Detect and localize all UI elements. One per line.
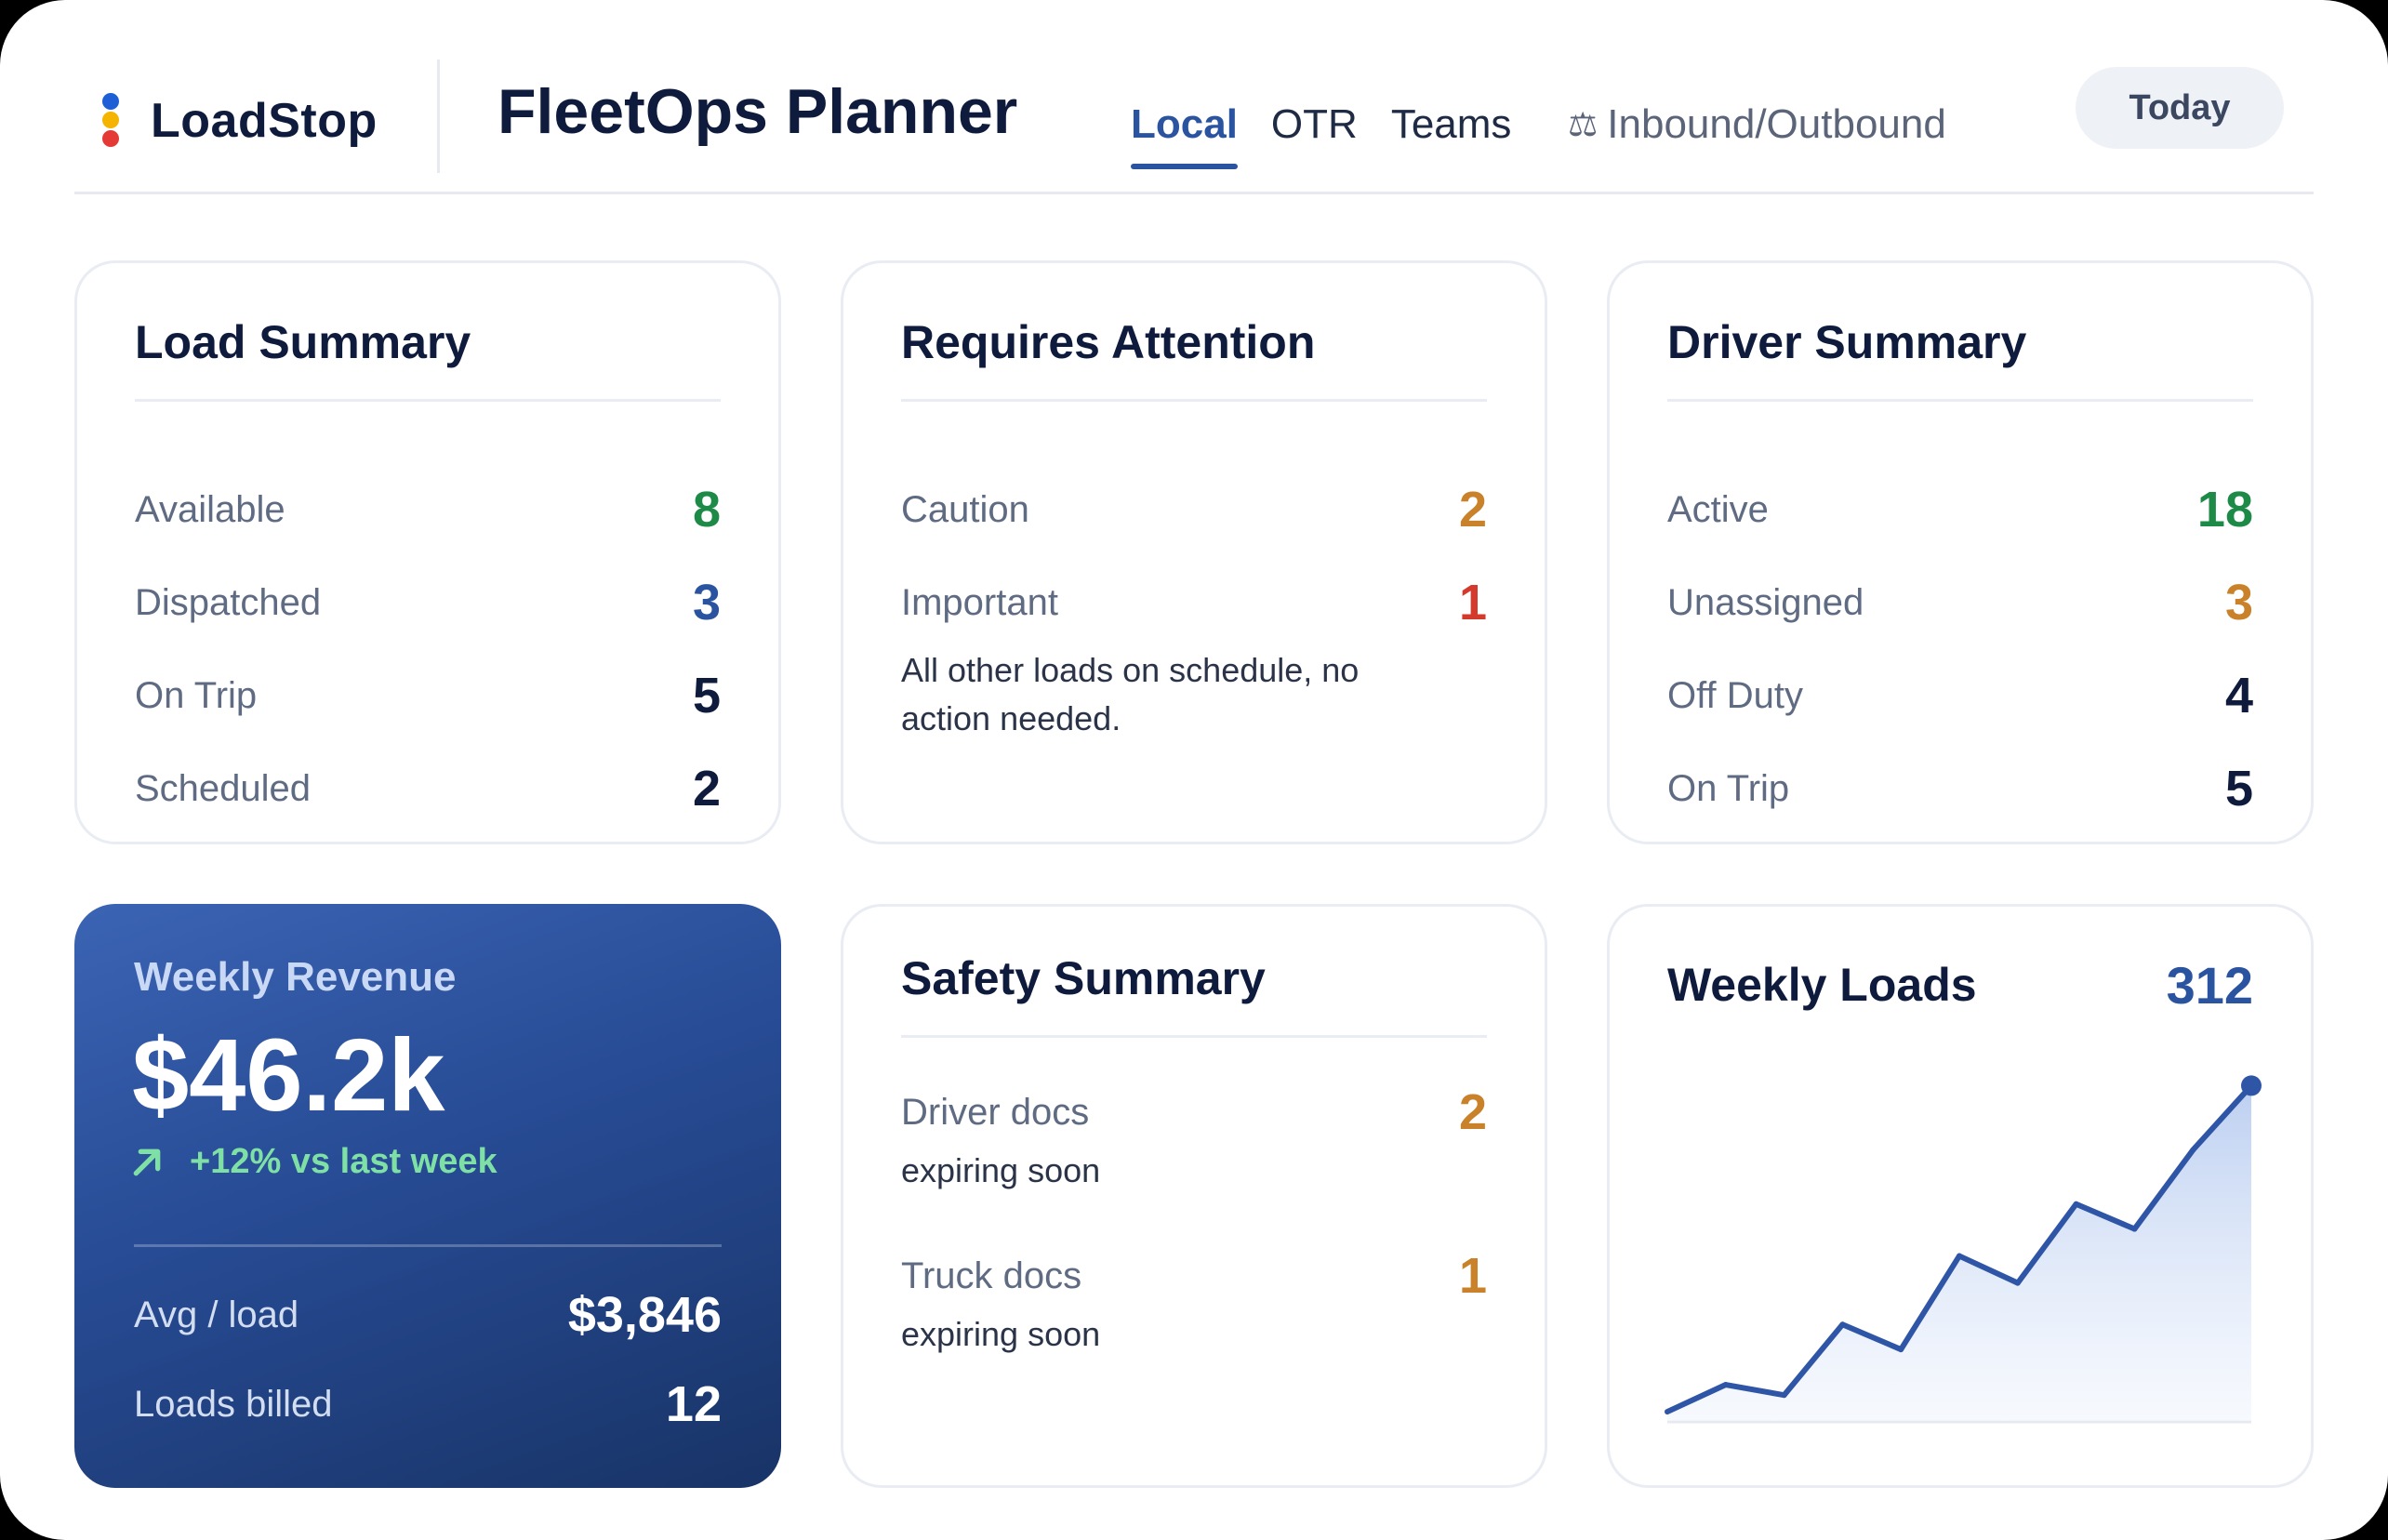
stat-row-driver-on-trip[interactable]: On Trip 5 [1667,751,2253,826]
driver-summary-card: Driver Summary Active 18 Unassigned 3 Of… [1607,260,2314,844]
stat-row-important[interactable]: Important 1 [901,565,1487,640]
stat-value: 1 [1458,575,1487,631]
stat-value: 2 [692,761,721,816]
weekly-loads-chart [1665,1075,2262,1424]
header-divider [437,60,440,173]
load-summary-card: Load Summary Available 8 Dispatched 3 On… [74,260,781,844]
chart-line-segment [1839,1321,1904,1353]
stat-label: Loads billed [134,1383,333,1425]
chart-line-segment [1781,1321,1846,1399]
tab-inbound-outbound[interactable]: ⚖ Inbound/Outbound [1568,78,1946,171]
stat-label: Truck docs [901,1255,1082,1296]
chart-line-segment [2190,1082,2254,1153]
stat-value: 1 [1458,1248,1487,1304]
card-divider [901,1035,1487,1038]
scale-icon: ⚖ [1568,105,1599,143]
status-note: All other loads on schedule, no action n… [901,651,1360,737]
chart-line-segment [2073,1201,2138,1232]
card-divider [134,1244,722,1247]
card-divider [135,399,721,402]
chart-line-segment [2014,1201,2079,1286]
stat-row-unassigned[interactable]: Unassigned 3 [1667,565,2253,640]
stat-value: 5 [2224,761,2253,816]
weekly-loads-card: Weekly Loads 312 [1607,904,2314,1488]
card-title: Driver Summary [1667,316,2027,368]
card-title: Weekly Loads [1667,959,1977,1011]
safety-item-driver-docs[interactable]: Driver docs 2 expiring soon [901,1080,1487,1197]
header: LoadStop FleetOps Planner Local OTR Team… [74,37,2314,193]
stat-row-caution[interactable]: Caution 2 [901,472,1487,547]
card-title: Safety Summary [901,952,1266,1004]
stat-row-avg-load[interactable]: Avg / load $3,846 [134,1278,722,1352]
stat-value: 2 [1458,482,1487,538]
stat-row-scheduled[interactable]: Scheduled 2 [135,751,721,826]
brand-name: LoadStop [151,94,378,148]
header-divider-line [74,192,2314,194]
view-tabs: Local OTR Teams [1131,78,1545,171]
stat-value: 8 [692,482,721,538]
stat-row-on-trip[interactable]: On Trip 5 [135,658,721,733]
revenue-amount: $46.2k [132,1018,445,1133]
stat-row-active[interactable]: Active 18 [1667,472,2253,547]
stat-label: Available [135,488,285,530]
chart-line-segment [1665,1382,1729,1415]
stat-sublabel: expiring soon [901,1151,1101,1189]
stat-label: Dispatched [135,581,322,623]
card-divider [1667,399,2253,402]
card-title: Load Summary [135,316,471,368]
tab-local[interactable]: Local [1131,97,1238,169]
chart-total: 312 [2166,955,2253,1015]
stat-label: Unassigned [1667,581,1864,623]
stat-value: $3,846 [567,1287,722,1343]
stat-row-loads-billed[interactable]: Loads billed 12 [134,1367,722,1441]
brand-logo[interactable]: LoadStop [102,74,378,167]
stat-value: 18 [2196,482,2253,538]
card-title: Requires Attention [901,316,1316,368]
requires-attention-card: Requires Attention Caution 2 Important 1… [841,260,1547,844]
stat-label: On Trip [135,674,258,716]
weekly-revenue-card: Weekly Revenue $46.2k +12% vs last week … [74,904,781,1488]
tab-teams[interactable]: Teams [1390,101,1512,147]
chart-latest-point[interactable] [2241,1075,2262,1096]
stat-sublabel: expiring soon [901,1315,1101,1353]
stat-label: Off Duty [1667,674,1803,716]
chart-area-fill [1667,1085,2251,1420]
tab-inbound-outbound-label: Inbound/Outbound [1607,101,1946,147]
chart-line-segment [1957,1253,2021,1286]
stat-row-dispatched[interactable]: Dispatched 3 [135,565,721,640]
stat-row-off-duty[interactable]: Off Duty 4 [1667,658,2253,733]
chart-line-segment [1898,1253,1962,1353]
logo-dots-icon [102,93,121,149]
tab-otr[interactable]: OTR [1270,101,1358,147]
stat-row-available[interactable]: Available 8 [135,472,721,547]
card-divider [901,399,1487,402]
card-title: Weekly Revenue [134,954,457,1000]
today-button[interactable]: Today [2076,67,2284,149]
stat-label: Avg / load [134,1294,299,1335]
page-title: FleetOps Planner [498,76,1018,147]
stat-value: 3 [2224,575,2253,631]
revenue-change-text: +12% vs last week [190,1142,498,1181]
safety-summary-card: Safety Summary Driver docs 2 expiring so… [841,904,1547,1488]
trend-up-arrow-icon [133,1148,161,1175]
stat-value: 2 [1458,1084,1487,1140]
stat-label: Active [1667,488,1769,530]
stat-value: 3 [692,575,721,631]
revenue-change: +12% vs last week [128,1142,498,1182]
stat-label: Scheduled [135,767,312,809]
stat-value: 12 [665,1376,722,1432]
stat-label: On Trip [1667,767,1790,809]
stat-value: 4 [2224,668,2253,724]
stat-value: 5 [692,668,721,724]
chart-line-segment [2131,1147,2196,1232]
stat-label: Driver docs [901,1091,1090,1133]
chart-header: Weekly Loads 312 [1667,948,2253,1022]
safety-item-truck-docs[interactable]: Truck docs 1 expiring soon [901,1243,1487,1361]
chart-line-segment [1722,1382,1787,1399]
stat-label: Important [901,581,1058,623]
stat-label: Caution [901,488,1029,530]
